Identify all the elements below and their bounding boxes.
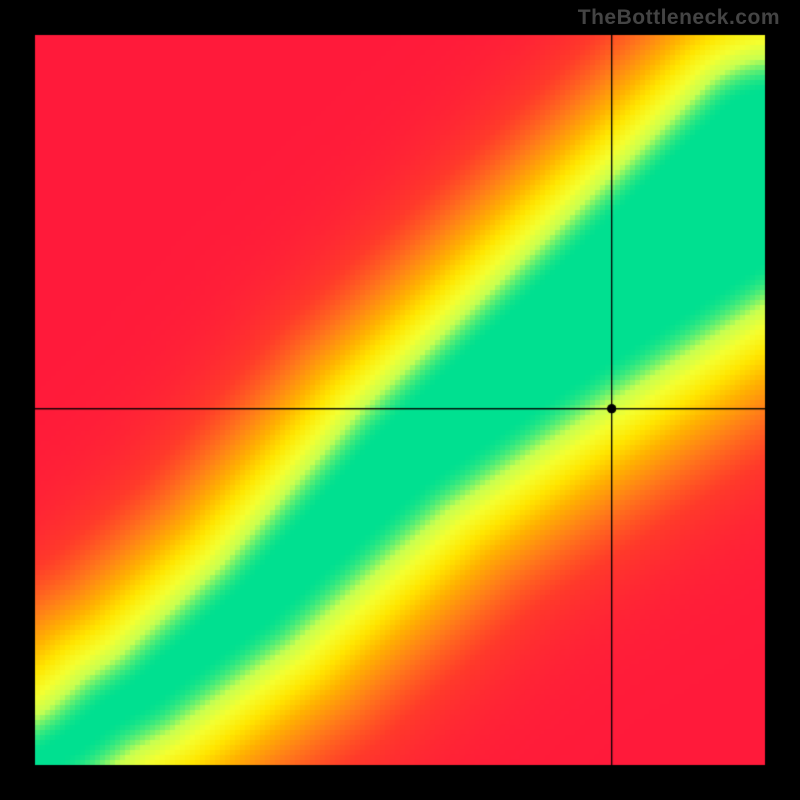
chart-container: TheBottleneck.com [0,0,800,800]
heatmap-canvas [0,0,800,800]
watermark-text: TheBottleneck.com [578,6,780,30]
